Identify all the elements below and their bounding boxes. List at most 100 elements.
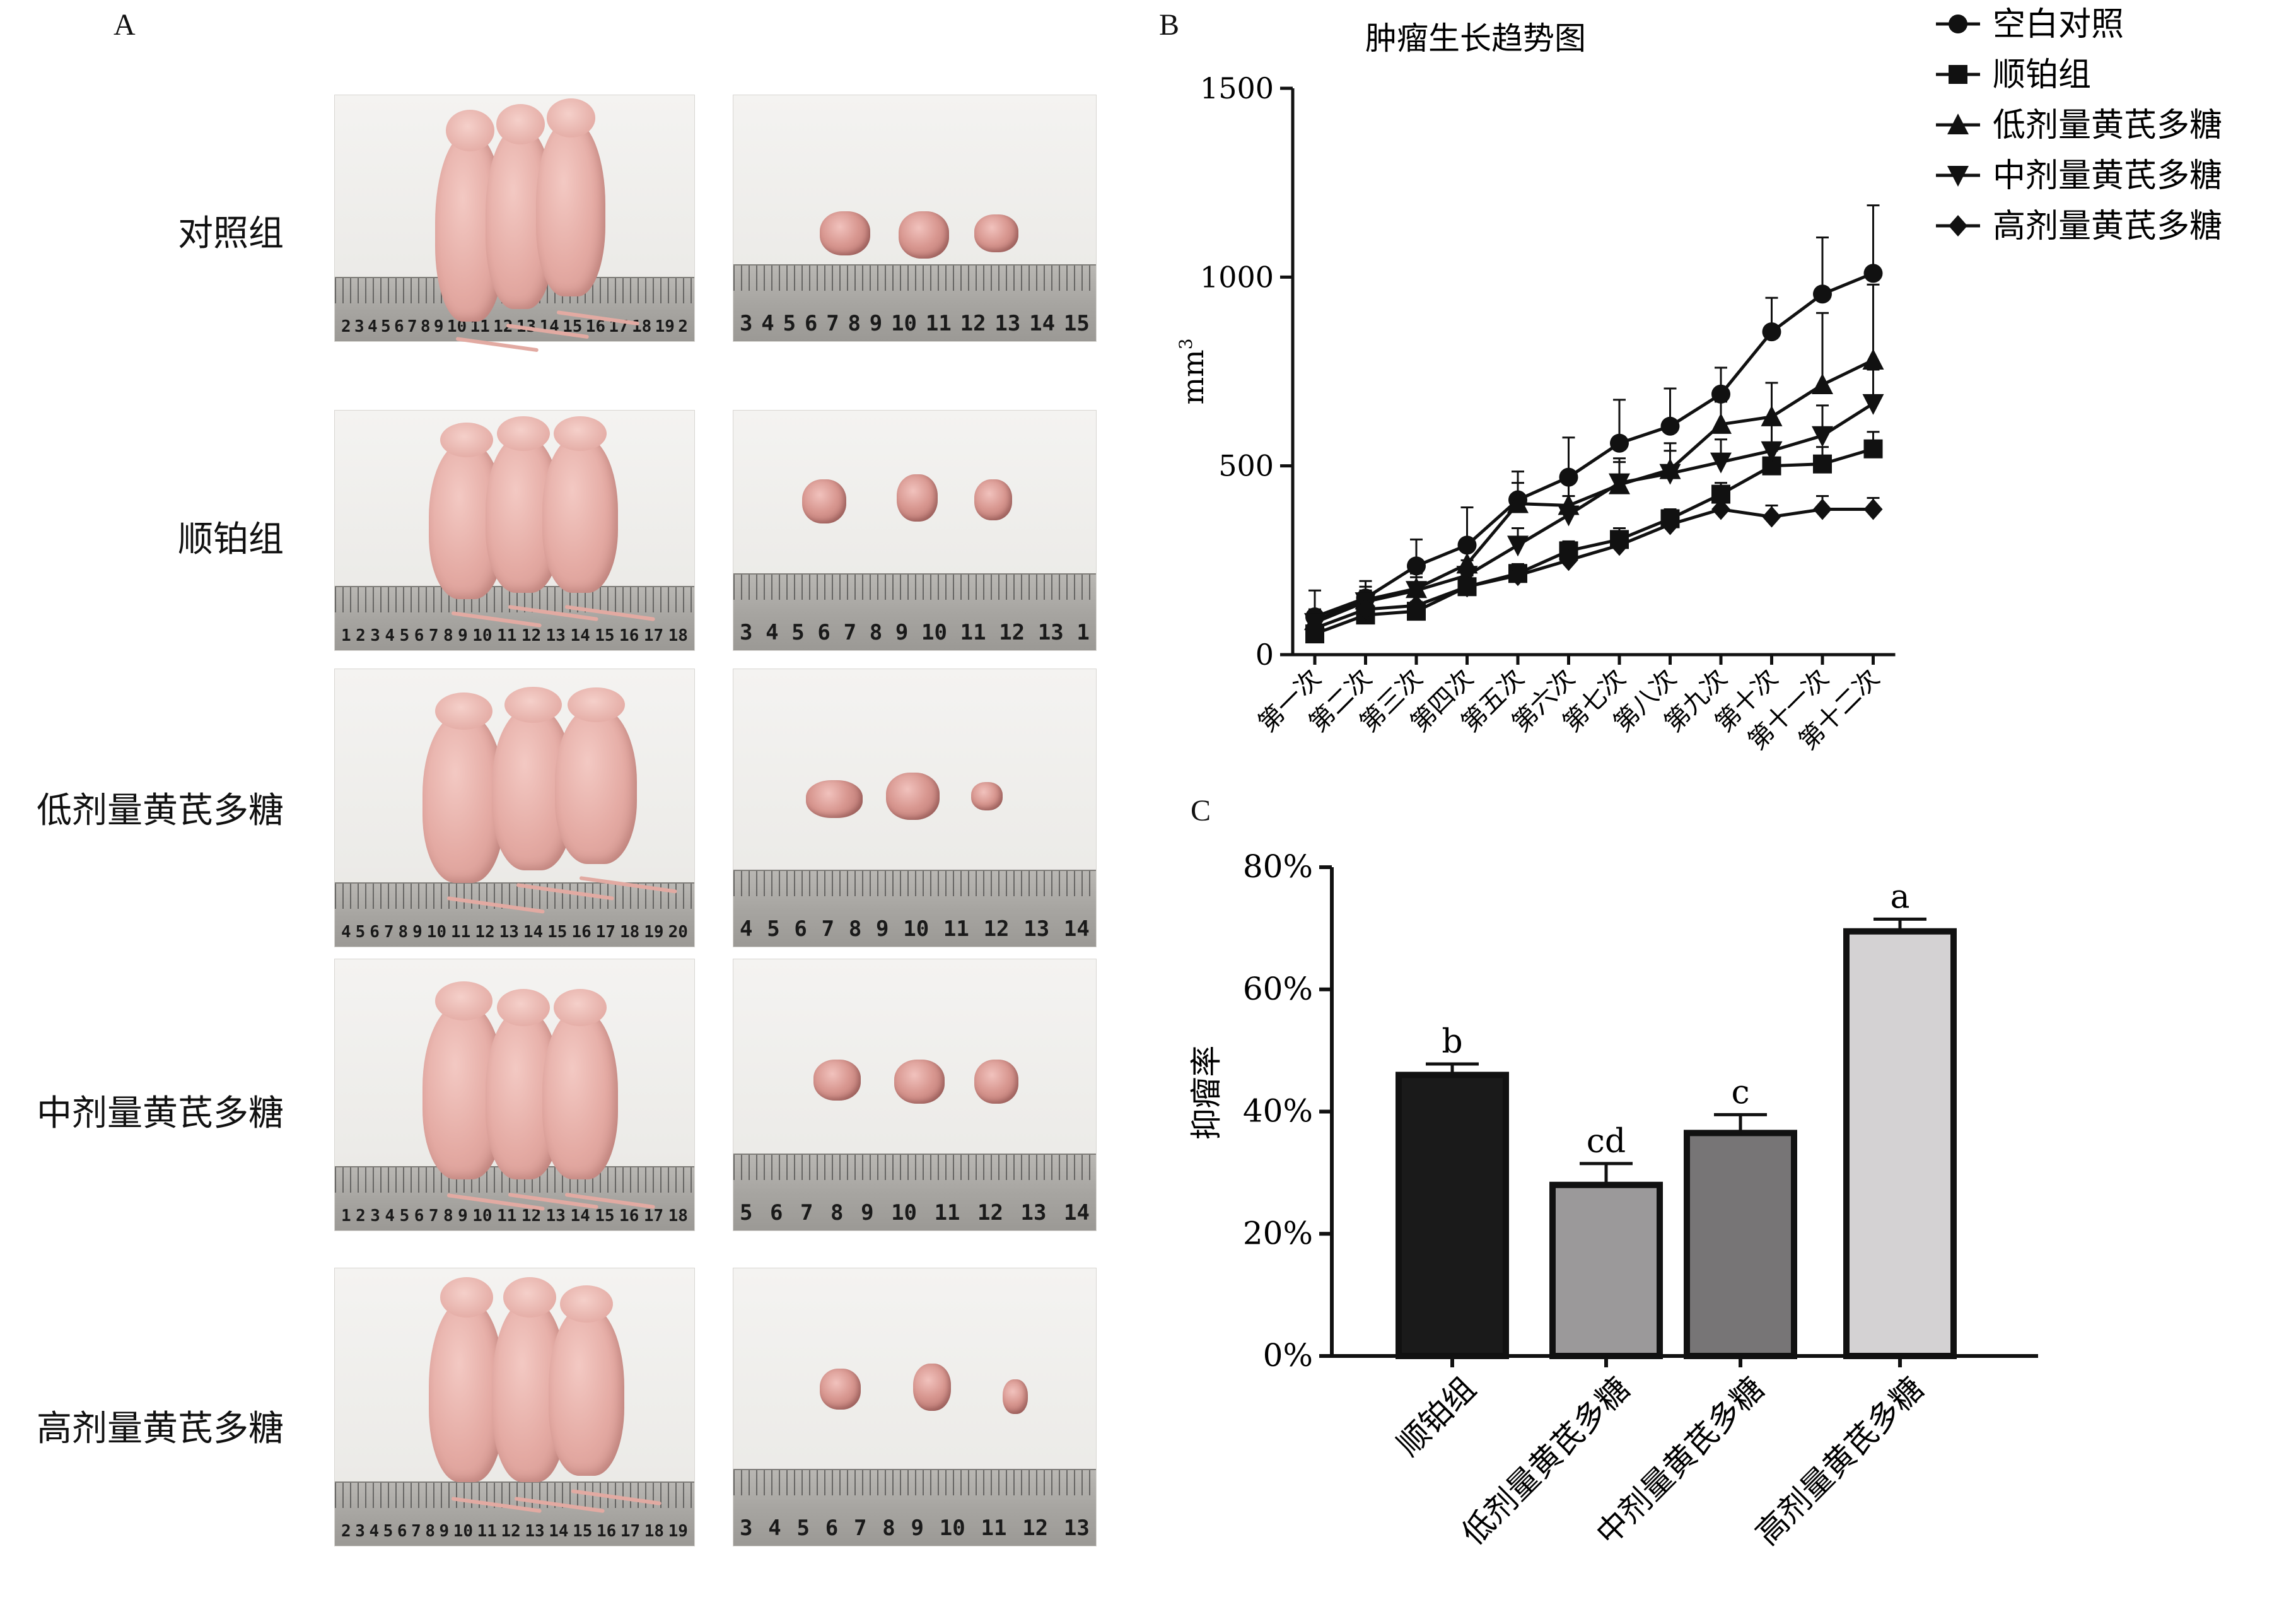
y-tick-label: 60%: [1243, 971, 1313, 1007]
tumor-image: [806, 780, 863, 818]
line-chart-axes: 肿瘤生长趋势图050010001500mm3第一次第二次第三次第四次第五次第六次…: [1175, 20, 1896, 756]
bar: [1549, 1181, 1663, 1359]
group-label: 对照组: [178, 213, 284, 254]
marker-circle: [1457, 535, 1477, 555]
marker-diamond: [1813, 498, 1832, 520]
tumor-image: [974, 1060, 1018, 1104]
y-tick-label: 80%: [1243, 848, 1313, 885]
marker-diamond: [1457, 576, 1477, 598]
marker-diamond: [1407, 595, 1426, 617]
significance-label: b: [1442, 1023, 1462, 1061]
bar-chart-bars: b cd c a: [1396, 878, 1957, 1359]
panel-letter-a: A: [114, 8, 136, 42]
line-chart-markers: [1304, 264, 1884, 644]
line-chart-series: [1314, 272, 1874, 636]
series-line: [1314, 272, 1874, 619]
marker-triangle-down: [1609, 473, 1630, 494]
mouse-image: [549, 1285, 662, 1506]
marker-triangle-down: [1812, 426, 1833, 447]
marker-circle: [1407, 556, 1426, 576]
ruler: 3 4 5 6 7 8 9 10 11 12 13 14 15: [733, 264, 1096, 341]
y-tick-label: 0%: [1263, 1337, 1313, 1374]
ruler: 3 4 5 6 7 8 9 10 11 12 13 1: [733, 573, 1096, 650]
mouse-image: [536, 98, 640, 326]
ruler: 4 5 6 7 8 9 10 11 12 13 14: [733, 870, 1096, 947]
mouse-image: [422, 692, 545, 914]
tumor-image: [886, 773, 940, 820]
marker-diamond: [1762, 506, 1781, 528]
y-tick-label: 20%: [1243, 1215, 1313, 1251]
line-chart-error-bars: [1308, 204, 1880, 634]
marker-triangle-down: [1862, 394, 1884, 415]
marker-triangle-up: [1947, 114, 1969, 134]
marker-diamond: [1508, 564, 1527, 587]
marker-triangle-down: [1507, 535, 1529, 557]
tumor-image: [897, 474, 938, 522]
mouse-image: [555, 687, 677, 894]
series-line: [1314, 358, 1874, 622]
inhibition-rate-bar-chart: 0%20%40%60%80%抑瘤率顺铂组低剂量黄芪多糖中剂量黄芪多糖高剂量黄芪多…: [1188, 848, 2038, 1552]
x-tick-label: 高剂量黄芪多糖: [1749, 1370, 1930, 1551]
marker-triangle-down: [1558, 505, 1580, 527]
series-line: [1314, 402, 1874, 624]
legend-label: 低剂量黄芪多糖: [1993, 107, 2222, 144]
marker-diamond: [1559, 549, 1578, 571]
marker-circle: [1813, 284, 1832, 304]
bar: [1843, 928, 1957, 1359]
marker-triangle-down: [1710, 452, 1732, 474]
group-label: 中剂量黄芪多糖: [37, 1093, 284, 1134]
marker-triangle-up: [1507, 492, 1529, 513]
group-label: 顺铂组: [178, 519, 284, 560]
marker-triangle-down: [1406, 581, 1427, 602]
bar: [1684, 1130, 1797, 1359]
marker-diamond: [1863, 498, 1883, 520]
tumor-image: [820, 1369, 861, 1410]
marker-triangle-down: [1947, 166, 1969, 187]
y-tick-label: 500: [1218, 449, 1274, 483]
legend-label: 空白对照: [1993, 6, 2124, 44]
marker-diamond: [1356, 599, 1375, 621]
marker-triangle-up: [1862, 349, 1884, 370]
marker-triangle-down: [1659, 464, 1681, 485]
tumor-growth-line-chart: 肿瘤生长趋势图050010001500mm3第一次第二次第三次第四次第五次第六次…: [1175, 6, 2222, 756]
marker-circle: [1559, 467, 1578, 487]
legend-label: 高剂量黄芪多糖: [1993, 207, 2222, 245]
marker-circle: [1863, 264, 1883, 283]
tumor-photo: 3 4 5 6 7 8 9 10 11 12 13 1: [733, 410, 1097, 651]
marker-square: [1949, 65, 1967, 84]
group-label: 高剂量黄芪多糖: [37, 1408, 284, 1449]
ruler: 2 3 4 5 6 7 8 9 10 11 12 13 14 15 16 17 18 19: [335, 1481, 694, 1546]
chart-title: 肿瘤生长趋势图: [1365, 20, 1586, 57]
significance-label: a: [1890, 878, 1909, 916]
significance-label: c: [1731, 1073, 1749, 1111]
tumor-image: [802, 479, 846, 523]
tumor-image: [813, 1060, 861, 1101]
mouse-image: [492, 1277, 605, 1514]
tumor-image: [1003, 1379, 1028, 1414]
series-line: [1314, 507, 1874, 630]
y-tick-label: 0: [1256, 638, 1274, 672]
tumor-image: [974, 479, 1012, 520]
tumor-image: [894, 1060, 945, 1104]
marker-diamond: [1711, 498, 1730, 520]
legend-label: 顺铂组: [1993, 56, 2091, 94]
marker-circle: [1660, 416, 1680, 436]
marker-circle: [1711, 384, 1730, 404]
marker-circle: [1762, 322, 1781, 342]
tumor-image: [820, 211, 870, 255]
marker-diamond: [1660, 513, 1680, 535]
marker-diamond: [1610, 534, 1629, 556]
tumor-image: [974, 214, 1018, 252]
ruler: 4 5 6 7 8 9 10 11 12 13 14 15 16 17 18 19 20: [335, 882, 694, 947]
y-tick-label: 1500: [1200, 71, 1274, 105]
bar: [1396, 1072, 1509, 1359]
tumor-image: [899, 211, 949, 259]
ruler: 5 6 7 8 9 10 11 12 13 14: [733, 1154, 1096, 1230]
tumor-image: [971, 782, 1003, 810]
marker-triangle-up: [1761, 405, 1783, 426]
tumor-photo: 3 4 5 6 7 8 9 10 11 12 13: [733, 1268, 1097, 1546]
significance-label: cd: [1587, 1123, 1626, 1160]
panel-letter-c: C: [1191, 794, 1211, 827]
marker-diamond: [1305, 617, 1324, 640]
legend-label: 中剂量黄芪多糖: [1993, 157, 2222, 195]
